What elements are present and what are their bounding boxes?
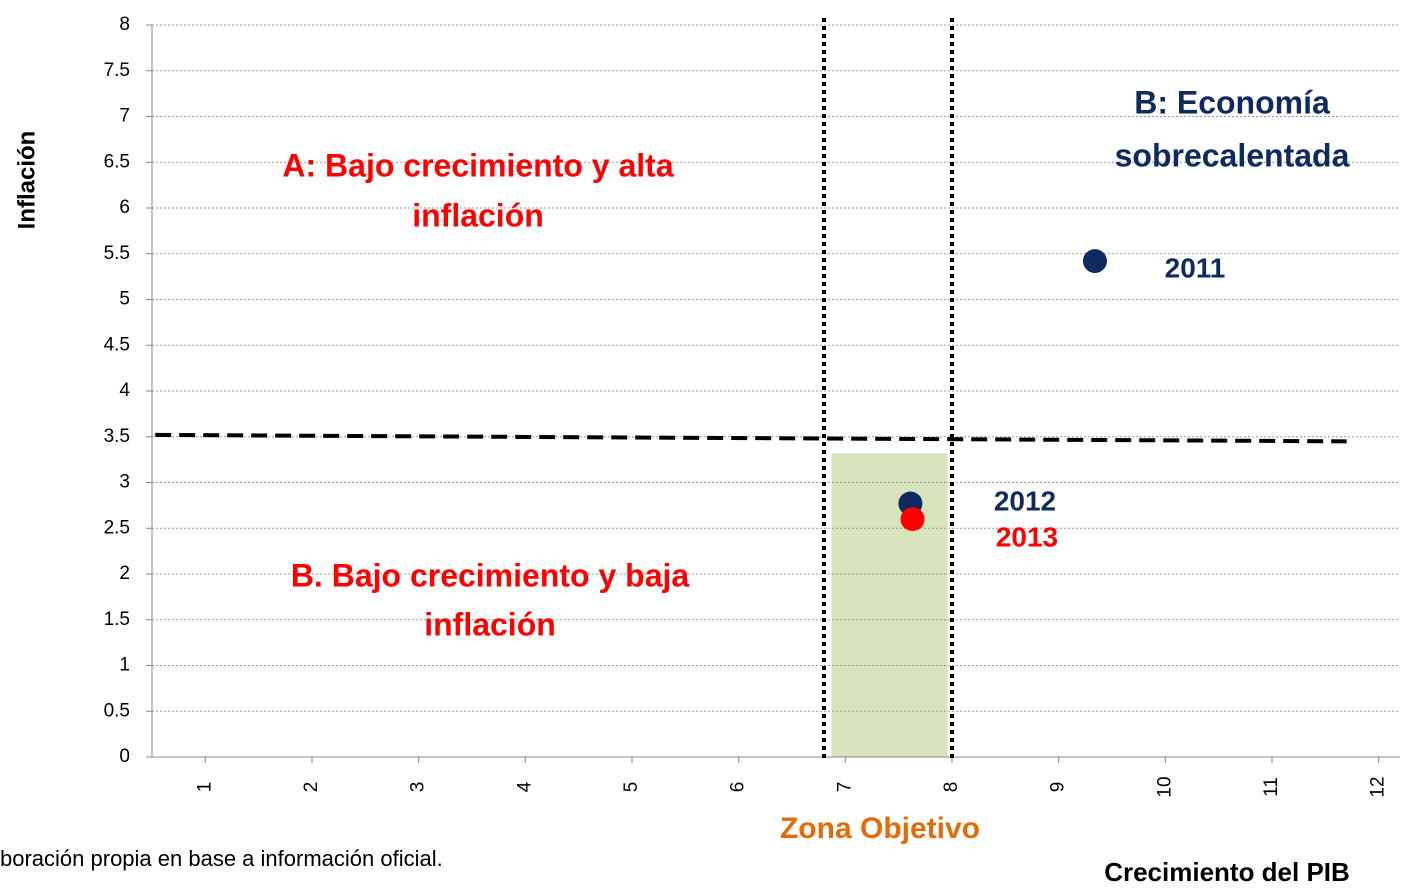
y-tick-label: 6 xyxy=(119,197,130,218)
y-tick-label: 5.5 xyxy=(104,243,130,264)
region-label: inflación xyxy=(424,606,556,642)
y-axis-title: Inflación xyxy=(13,131,40,230)
y-tick-label: 3.5 xyxy=(104,426,130,447)
y-tick-label: 5 xyxy=(119,289,130,310)
region-label: A: Bajo crecimiento y alta xyxy=(282,147,673,183)
y-tick-label: 8 xyxy=(119,14,130,35)
y-tick-label: 3 xyxy=(119,472,130,493)
y-tick-label: 1.5 xyxy=(104,609,130,630)
y-tick-label: 7 xyxy=(119,106,130,127)
y-tick-label: 6.5 xyxy=(104,151,130,172)
x-axis-title: Crecimiento del PIB xyxy=(1104,857,1350,887)
y-tick-label: 7.5 xyxy=(104,60,130,81)
point xyxy=(900,507,925,532)
x-tick-label: 7 xyxy=(834,782,855,793)
source-note: boración propia en base a información of… xyxy=(0,846,443,871)
x-tick-label: 8 xyxy=(941,782,962,793)
x-tick-label: 4 xyxy=(514,781,535,792)
x-tick-label: 3 xyxy=(408,782,429,793)
y-tick-label: 2.5 xyxy=(104,517,130,538)
y-tick-label: 1 xyxy=(119,655,130,676)
x-tick-label: 6 xyxy=(728,782,749,793)
point xyxy=(1082,249,1107,274)
y-tick-label: 2 xyxy=(119,563,130,584)
y-tick-label: 0.5 xyxy=(104,700,130,721)
x-tick-label: 10 xyxy=(1154,776,1175,797)
point-label: 2012 xyxy=(994,485,1056,516)
x-tick-label: 5 xyxy=(621,782,642,793)
x-tick-label: 11 xyxy=(1261,777,1282,797)
x-tick-label: 2 xyxy=(301,782,322,793)
region-label: sobrecalentada xyxy=(1115,137,1350,173)
y-tick-label: 4 xyxy=(119,380,130,401)
region-label: B: Economía xyxy=(1134,84,1330,120)
threshold-line xyxy=(155,432,1347,444)
y-tick-label: 4.5 xyxy=(104,334,130,355)
point-label: 2013 xyxy=(996,521,1058,552)
y-tick-label: 0 xyxy=(119,746,130,767)
x-tick-label: 9 xyxy=(1048,782,1069,793)
x-tick-label: 12 xyxy=(1368,776,1389,797)
region-label: B. Bajo crecimiento y baja xyxy=(291,557,690,593)
x-tick-label: 1 xyxy=(194,782,215,793)
target-zone xyxy=(831,453,948,757)
region-label: inflación xyxy=(412,197,544,233)
point-label: 2011 xyxy=(1165,252,1226,283)
zone-label: Zona Objetivo xyxy=(780,812,980,845)
